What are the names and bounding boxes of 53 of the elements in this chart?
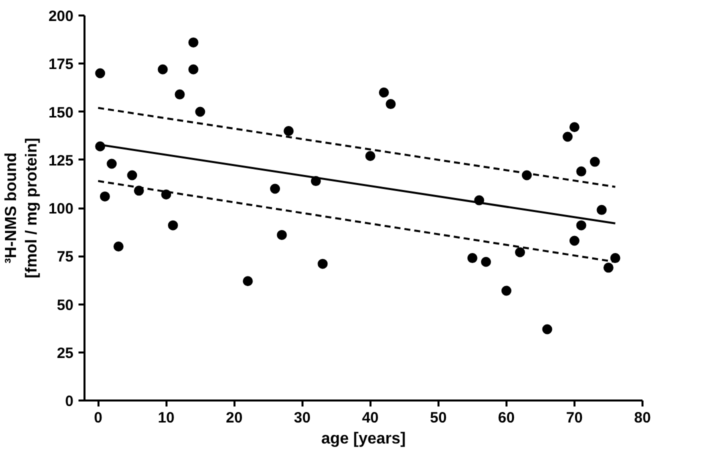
point — [100, 191, 110, 202]
point — [168, 220, 178, 230]
point — [195, 106, 206, 117]
point — [188, 37, 198, 48]
x-tick-label: 40 — [362, 410, 379, 426]
point — [318, 258, 328, 269]
point — [127, 170, 138, 180]
point — [562, 132, 573, 142]
point — [276, 230, 287, 240]
y-tick-label: 75 — [56, 248, 74, 266]
x-tick-label: 50 — [430, 410, 447, 426]
point — [480, 256, 491, 267]
point — [95, 68, 106, 78]
point — [270, 184, 280, 194]
x-tick-label: 60 — [498, 410, 515, 426]
point — [174, 89, 185, 100]
x-tick-label: 70 — [566, 410, 583, 426]
point — [501, 286, 512, 296]
point — [158, 64, 168, 74]
y-tick-label: 25 — [56, 344, 74, 362]
y-axis-title: ³H-NMS bound [fmol / mg protein] — [3, 138, 40, 278]
point — [467, 253, 478, 264]
point — [569, 122, 580, 132]
y-tick-label: 200 — [48, 8, 74, 25]
y-tick-label: 175 — [48, 56, 74, 74]
y-tick-label: 100 — [48, 200, 74, 218]
point — [542, 324, 552, 334]
point — [284, 126, 294, 136]
point — [242, 276, 253, 286]
point — [188, 64, 198, 74]
point — [515, 247, 526, 258]
point — [569, 236, 580, 246]
point — [365, 151, 376, 162]
point — [610, 253, 620, 264]
point — [576, 166, 586, 176]
x-axis-title: age [years] — [321, 430, 406, 448]
x-tick-label: 30 — [294, 410, 311, 426]
y-tick-label: 50 — [56, 296, 74, 314]
point — [106, 158, 117, 169]
point — [596, 204, 607, 215]
point — [590, 156, 600, 167]
point — [114, 242, 124, 252]
point — [378, 88, 389, 98]
x-tick-label: 10 — [158, 410, 175, 426]
x-tick-label: 80 — [634, 410, 651, 426]
y-tick-label: 150 — [48, 104, 74, 122]
x-tick-label: 0 — [94, 410, 102, 426]
point — [576, 220, 586, 230]
y-tick-label: 0 — [65, 393, 74, 410]
x-tick-label: 20 — [226, 410, 243, 426]
point — [603, 262, 614, 273]
y-tick-label: 125 — [48, 152, 74, 170]
point — [386, 99, 396, 110]
